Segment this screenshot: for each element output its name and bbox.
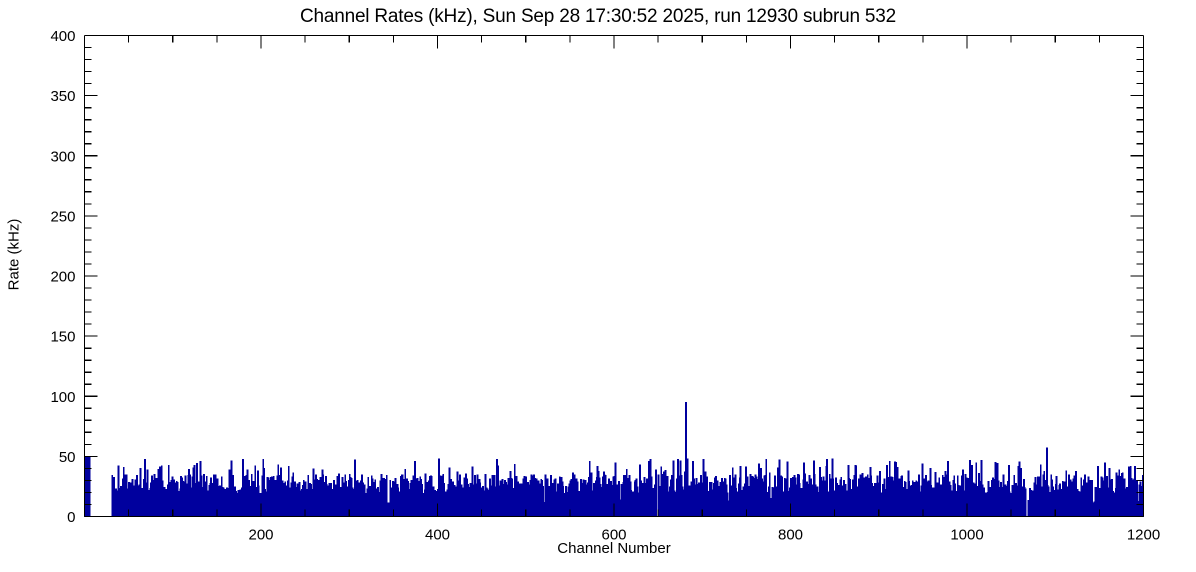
y-tick-label: 50 <box>59 449 76 466</box>
x-tick-label: 400 <box>425 527 450 544</box>
x-tick-label: 800 <box>778 527 803 544</box>
y-tick-label: 100 <box>50 389 75 406</box>
x-axis-label: Channel Number <box>557 540 671 557</box>
x-tick-label: 600 <box>601 527 626 544</box>
x-tick-label: 1000 <box>950 527 983 544</box>
axis-tick-labels: 0 50 100 150 200 250 300 350 400 200 400 600 800 1000… <box>50 28 1160 544</box>
chart-title: Channel Rates (kHz), Sun Sep 28 17:30:52… <box>299 6 897 27</box>
y-tick-label: 300 <box>50 148 75 165</box>
y-tick-label: 150 <box>50 329 75 346</box>
y-tick-label: 0 <box>67 509 75 526</box>
y-tick-label: 250 <box>50 208 75 225</box>
y-tick-label: 400 <box>50 28 75 45</box>
y-tick-label: 200 <box>50 269 75 286</box>
axis-frame <box>83 34 1145 518</box>
x-tick-label: 200 <box>248 527 273 544</box>
y-tick-label: 350 <box>50 88 75 105</box>
x-tick-label: 1200 <box>1127 527 1160 544</box>
histogram-series <box>84 401 1144 517</box>
